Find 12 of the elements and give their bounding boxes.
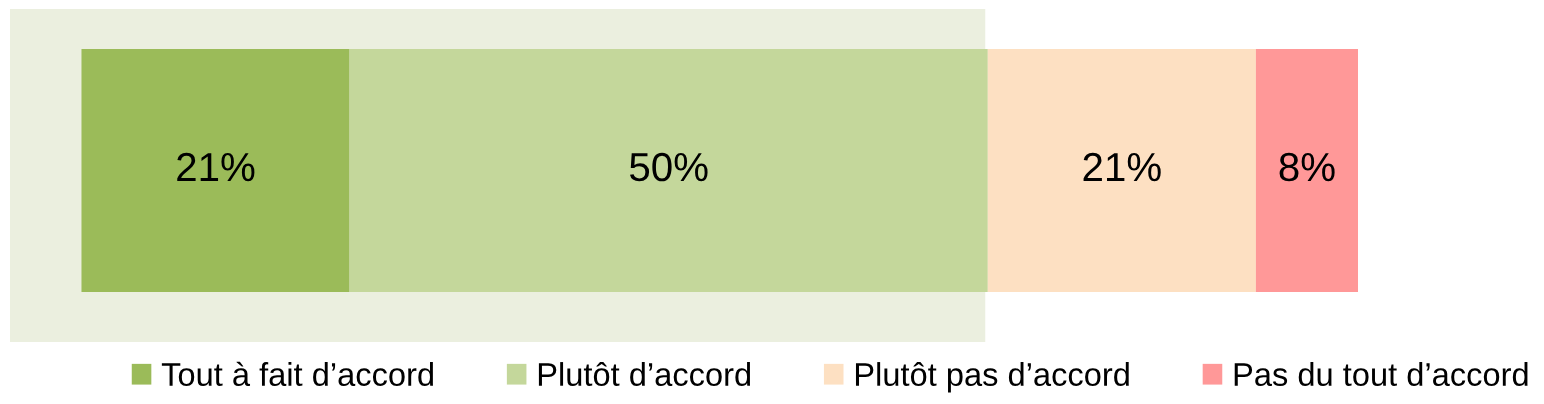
legend-label: Pas du tout d’accord <box>1234 362 1528 387</box>
data-label: 8% <box>1279 152 1335 182</box>
bar <box>349 48 988 293</box>
bar <box>1255 48 1358 293</box>
legend-label: Plutôt pas d’accord <box>855 361 1129 393</box>
bar <box>81 48 350 293</box>
legend-label: Tout à fait d’accord <box>161 361 433 387</box>
data-label: 50% <box>629 152 708 182</box>
bar <box>987 48 1256 293</box>
legend-label: Plutôt d’accord <box>538 361 751 387</box>
data-label: 21% <box>177 152 255 182</box>
data-label: 21% <box>1083 152 1161 182</box>
